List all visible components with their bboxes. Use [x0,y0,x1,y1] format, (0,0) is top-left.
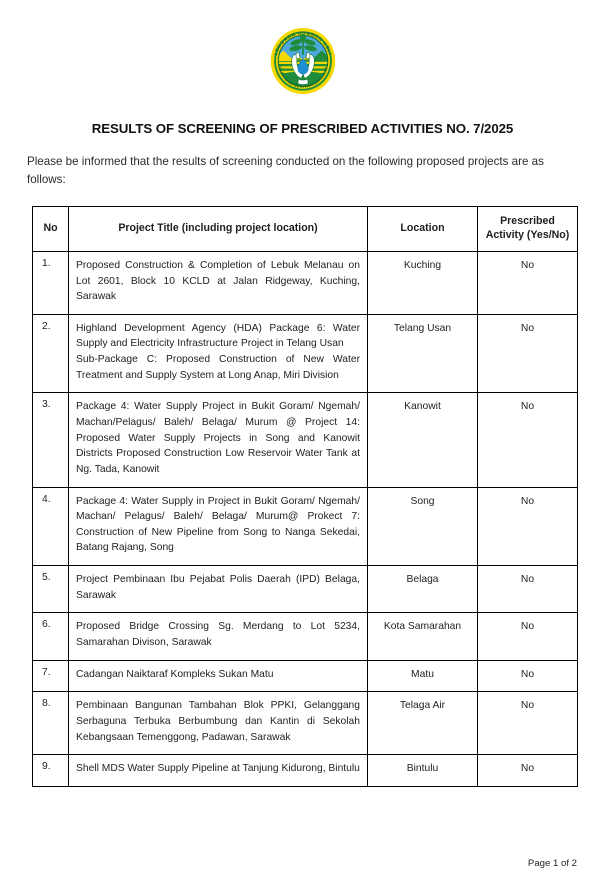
row-prescribed-activity: No [477,486,578,567]
row-project-title: Package 4: Water Supply in Project in Bu… [68,486,368,567]
row-prescribed-activity: No [477,691,578,756]
lembaga-sumber-asli-sarawak-logo: LEMBAGA SUMBER ASLI DAN ALAM SEKITAR SAR… [270,28,335,94]
page-title: RESULTS OF SCREENING OF PRESCRIBED ACTIV… [91,121,514,136]
table-row: 1. Proposed Construction & Completion of… [32,250,578,315]
row-number: 1. [32,250,69,315]
logo-container: LEMBAGA SUMBER ASLI DAN ALAM SEKITAR SAR… [0,0,605,100]
table-row: 3. Package 4: Water Supply Project in Bu… [32,392,578,488]
row-project-title: Highland Development Agency (HDA) Packag… [68,313,368,394]
row-number: 2. [32,313,69,394]
prescribed-line-1: Prescribed [500,214,555,227]
row-location: Matu [367,659,478,693]
table-row: 2. Highland Development Agency (HDA) Pac… [32,313,578,394]
row-number: 5. [32,565,69,614]
row-prescribed-activity: No [477,612,578,661]
table-body: 1. Proposed Construction & Completion of… [32,250,578,787]
row-project-title: Proposed Bridge Crossing Sg. Merdang to … [68,612,368,661]
table-header-row: No Project Title (including project loca… [32,205,578,252]
row-number: 8. [32,691,69,756]
row-prescribed-activity: No [477,250,578,315]
row-number: 3. [32,392,69,488]
row-project-title: Package 4: Water Supply Project in Bukit… [68,392,368,488]
page-footer: Page 1 of 2 [527,858,577,869]
plant-icon [288,34,317,55]
row-number: 4. [32,486,69,567]
table-row: 5. Project Pembinaan Ibu Pejabat Polis D… [32,565,578,614]
table-row: 9. Shell MDS Water Supply Pipeline at Ta… [32,754,578,787]
row-location: Telang Usan [367,313,478,394]
row-location: Belaga [367,565,478,614]
row-location: Kanowit [367,392,478,488]
water-drop-icon [297,57,308,75]
row-prescribed-activity: No [477,392,578,488]
project-title-part-2: Sub-Package C: Proposed Construction of … [76,354,360,381]
column-header-location: Location [367,205,478,252]
column-header-project-title: Project Title (including project locatio… [68,205,368,252]
prescribed-line-2: Activity [485,228,524,241]
row-project-title: Cadangan Naiktaraf Kompleks Sukan Matu [68,659,368,693]
screening-results-table: No Project Title (including project loca… [32,205,578,787]
prescribed-line-3: (Yes/No) [526,228,570,241]
table-header: No Project Title (including project loca… [32,205,578,252]
row-prescribed-activity: No [477,565,578,614]
row-project-title: Pembinaan Bangunan Tambahan Blok PPKI, G… [68,691,368,756]
row-location: Song [367,486,478,567]
column-header-prescribed-activity: Prescribed Activity (Yes/No) [477,205,578,252]
table-row: 4. Package 4: Water Supply in Project in… [32,486,578,567]
row-project-title: Shell MDS Water Supply Pipeline at Tanju… [68,754,368,787]
row-location: Bintulu [367,754,478,787]
row-prescribed-activity: No [477,313,578,394]
row-number: 6. [32,612,69,661]
row-prescribed-activity: No [477,659,578,693]
row-location: Telaga Air [367,691,478,756]
row-location: Kota Samarahan [367,612,478,661]
row-location: Kuching [367,250,478,315]
table-row: 8. Pembinaan Bangunan Tambahan Blok PPKI… [32,691,578,756]
project-title-part-1: Highland Development Agency (HDA) Packag… [76,322,360,350]
row-prescribed-activity: No [477,754,578,787]
row-number: 9. [32,754,69,787]
row-project-title: Project Pembinaan Ibu Pejabat Polis Daer… [68,565,368,614]
row-project-title: Proposed Construction & Completion of Le… [68,250,368,315]
row-number: 7. [32,659,69,693]
column-header-no: No [32,205,69,252]
table-row: 7. Cadangan Naiktaraf Kompleks Sukan Mat… [32,659,578,693]
intro-paragraph: Please be informed that the results of s… [27,155,544,186]
table-row: 6. Proposed Bridge Crossing Sg. Merdang … [32,612,578,661]
